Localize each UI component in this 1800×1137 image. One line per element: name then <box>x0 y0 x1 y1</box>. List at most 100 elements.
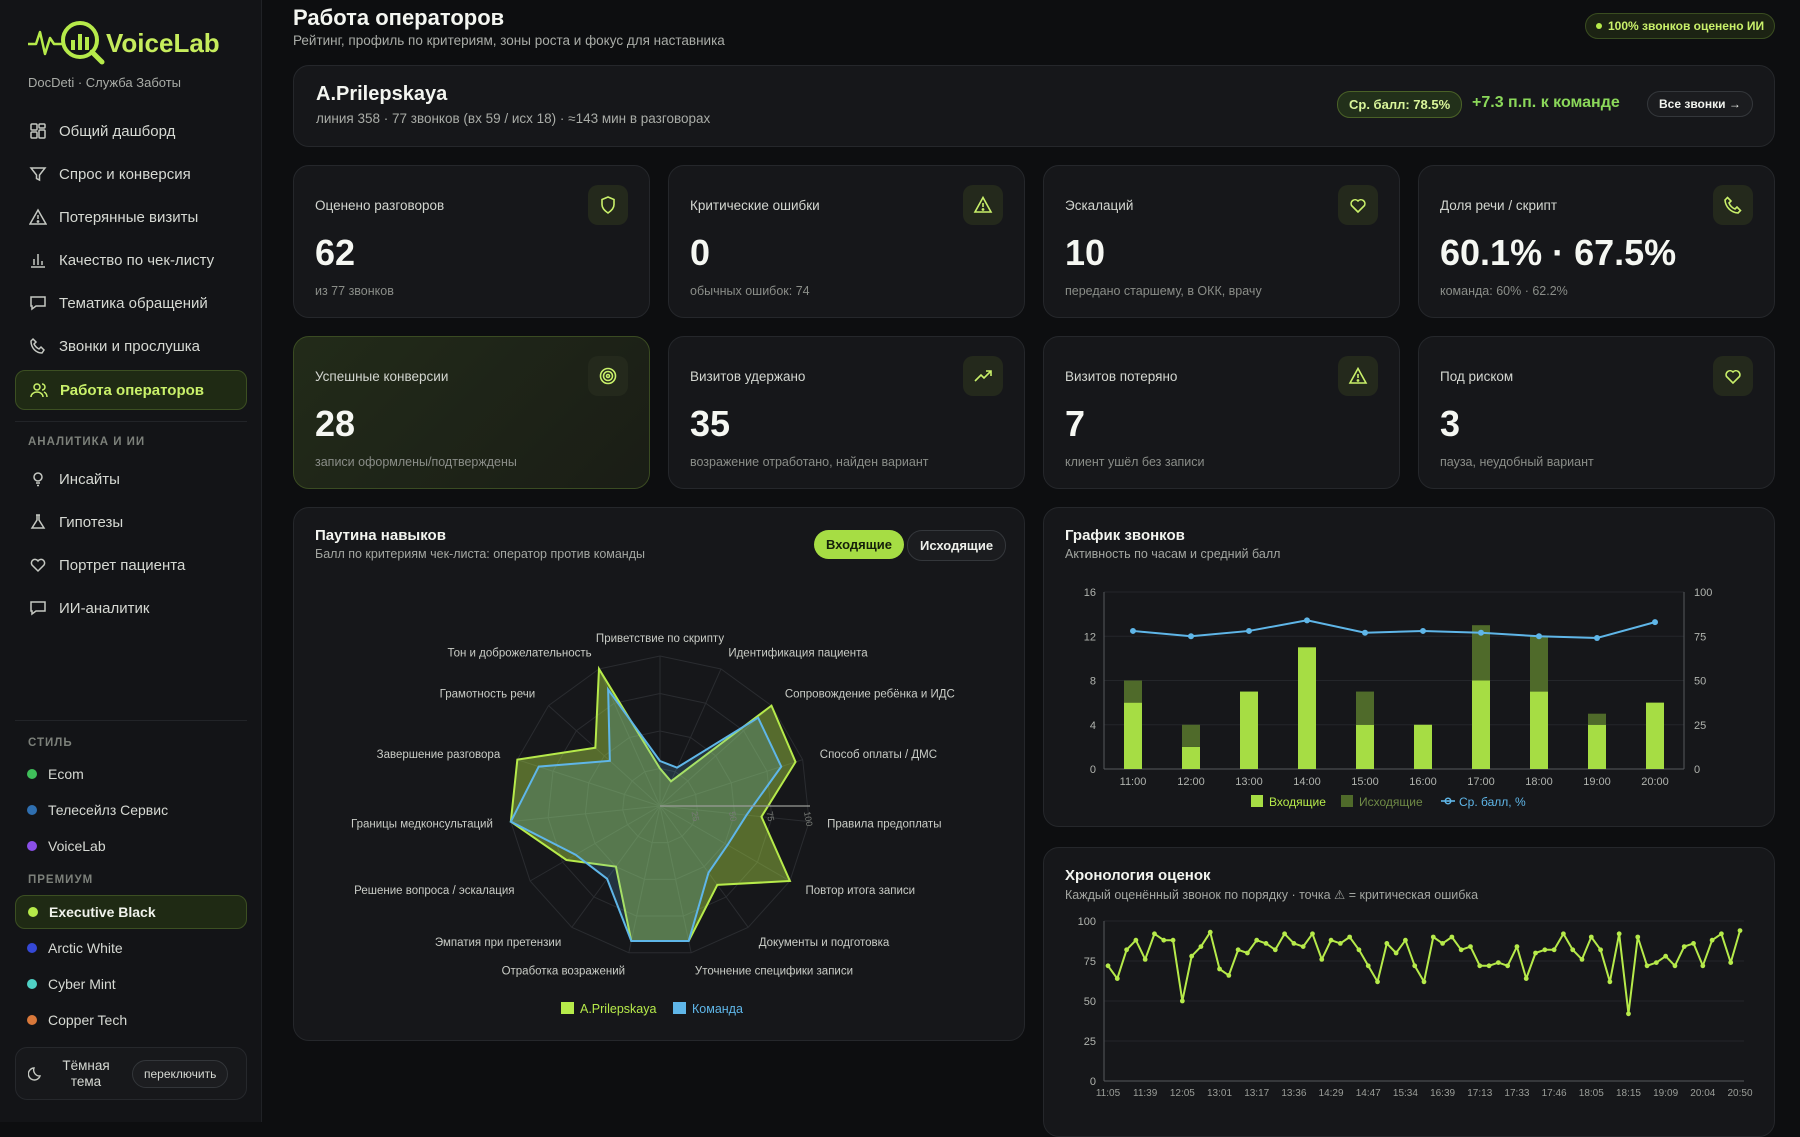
nav-patient-portrait[interactable]: Портрет пациента <box>15 545 247 585</box>
score-point <box>1663 953 1669 959</box>
style-cyber-mint[interactable]: Cyber Mint <box>15 967 247 1001</box>
panel-title: Хронология оценок <box>1065 867 1211 884</box>
y-tick-label: 50 <box>1084 996 1096 1008</box>
flask-icon <box>30 514 46 529</box>
score-point <box>1310 931 1315 937</box>
premium-section-title: ПРЕМИУМ <box>28 874 94 886</box>
calls-bar-chart: 0 4 8 12 16 0 25 50 75 100 11:00 12:00 13:00 14:00 15:… <box>1084 587 1713 809</box>
style-telesales[interactable]: Телесейлз Сервис <box>15 793 247 827</box>
style-label: Copper Tech <box>48 1012 128 1028</box>
nav-ai-analyst[interactable]: ИИ-аналитик <box>15 588 247 628</box>
score-point <box>1672 963 1678 969</box>
radar-axis-label: Сопровождение ребёнка и ИДС <box>785 689 955 701</box>
phone-icon <box>1713 185 1753 225</box>
score-point <box>1291 941 1297 946</box>
score-point <box>1533 950 1538 956</box>
style-executive-black[interactable]: Executive Black <box>15 895 247 929</box>
tab-outgoing[interactable]: Исходящие <box>907 530 1007 561</box>
nav-operators[interactable]: Работа операторов <box>15 370 247 410</box>
nav-topics[interactable]: Тематика обращений <box>15 283 247 323</box>
avg-score-point <box>1246 627 1252 634</box>
divider <box>15 421 247 422</box>
bar-incoming <box>1472 680 1490 769</box>
nav-demand[interactable]: Спрос и конверсия <box>15 154 247 194</box>
style-voicelab[interactable]: VoiceLab <box>15 829 247 863</box>
color-dot <box>27 841 37 851</box>
score-point <box>1551 947 1557 953</box>
score-point <box>1198 944 1204 949</box>
kpi-sub: команда: 60% · 62.2% <box>1440 284 1568 298</box>
toggle-theme-button[interactable]: переключить <box>132 1059 229 1088</box>
kpi-sub: клиент ушёл без записи <box>1065 455 1205 469</box>
score-point <box>1272 947 1278 953</box>
calls-chart-panel: График звонков Активность по часам и сре… <box>1043 507 1775 827</box>
y2-tick-label: 0 <box>1694 764 1700 776</box>
style-section-title: СТИЛЬ <box>28 737 73 749</box>
radar-axis-label: Завершение разговора <box>377 749 501 761</box>
score-point <box>1644 963 1650 969</box>
score-timeline-panel: Хронология оценок Каждый оценённый звоно… <box>1043 847 1775 1137</box>
nav-lost-visits[interactable]: Потерянные визиты <box>15 197 247 237</box>
voicelab-logo[interactable]: VoiceLab <box>28 14 238 70</box>
nav-hypotheses[interactable]: Гипотезы <box>15 502 247 542</box>
radar-axis-label: Уточнение специфики записи <box>695 965 853 977</box>
y-tick-label: 25 <box>1084 1036 1096 1048</box>
kpi-value: 28 <box>315 403 356 444</box>
nav-insights[interactable]: Инсайты <box>15 459 247 499</box>
radar-axis-label: Эмпатия при претензии <box>435 937 561 949</box>
legend-swatch-dot <box>1444 797 1452 805</box>
score-point <box>1709 937 1715 943</box>
y2-tick-label: 100 <box>1694 587 1712 599</box>
radar-axis-label: Документы и подготовка <box>759 937 890 949</box>
x-tick-label: 13:36 <box>1281 1088 1306 1099</box>
avg-score-point <box>1652 619 1658 626</box>
radar-axis-label: Повтор итога записи <box>805 885 915 897</box>
score-point <box>1700 963 1706 969</box>
score-point <box>1393 950 1399 956</box>
y-tick-label: 8 <box>1090 676 1096 688</box>
x-tick-label: 20:50 <box>1727 1088 1752 1099</box>
legend-swatch <box>1251 795 1263 807</box>
kpi-label: Критические ошибки <box>690 198 820 213</box>
score-point <box>1542 947 1548 953</box>
score-point <box>1598 947 1603 953</box>
score-point <box>1235 947 1241 953</box>
tab-incoming[interactable]: Входящие <box>814 530 904 559</box>
score-point <box>1189 953 1195 959</box>
kpi-value: 60.1% · 67.5% <box>1440 232 1677 273</box>
status-dot <box>1596 23 1602 29</box>
nav-calls[interactable]: Звонки и прослушка <box>15 326 247 366</box>
score-point <box>1468 944 1473 949</box>
radar-chart: 25 50 75 100 Приветствие по скрипту Идентифик… <box>351 633 955 1016</box>
radar-axis-label: Идентификация пациента <box>728 648 868 660</box>
bar-outgoing <box>1472 625 1490 681</box>
nav-quality[interactable]: Качество по чек-листу <box>15 240 247 280</box>
nav-dashboard[interactable]: Общий дашборд <box>15 111 247 151</box>
bar-incoming <box>1414 724 1432 769</box>
color-dot <box>27 769 37 779</box>
style-arctic-white[interactable]: Arctic White <box>15 931 247 965</box>
dark-theme-label: Тёмная тема <box>62 1057 110 1089</box>
score-point <box>1105 963 1111 969</box>
score-point <box>1347 934 1353 940</box>
style-copper-tech[interactable]: Copper Tech <box>15 1003 247 1037</box>
avg-score-point <box>1304 617 1310 624</box>
avg-score-point <box>1420 627 1426 634</box>
x-tick-label: 17:46 <box>1542 1088 1567 1099</box>
y-tick-label: 75 <box>1084 956 1096 968</box>
style-label: Executive Black <box>49 904 156 920</box>
radar-spoke <box>659 805 810 823</box>
bar-incoming <box>1298 647 1316 769</box>
style-ecom[interactable]: Ecom <box>15 757 247 791</box>
legend-label: Команда <box>692 1002 743 1016</box>
kpi-card-at-risk: Под риском 3 пауза, неудобный вариант <box>1418 336 1775 489</box>
legend-label: Исходящие <box>1359 795 1423 809</box>
radar-axis-label: Способ оплаты / ДМС <box>820 749 937 761</box>
kpi-value: 10 <box>1065 232 1106 273</box>
y-tick-label: 100 <box>1078 916 1096 928</box>
all-calls-button[interactable]: Все звонки → <box>1647 91 1753 117</box>
score-point <box>1440 941 1445 946</box>
nav-label: Общий дашборд <box>59 122 176 140</box>
radar-tick-label: 100 <box>802 811 814 828</box>
x-tick-label: 14:29 <box>1319 1088 1344 1099</box>
